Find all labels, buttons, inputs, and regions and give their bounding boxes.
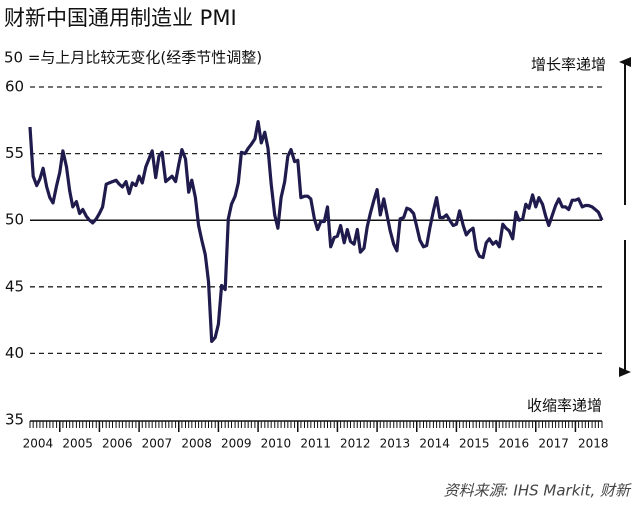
x-tick-label: 2013	[380, 437, 411, 451]
y-tick-label: 40	[5, 344, 24, 362]
chart-subtitle: 50 =与上月比较无变化(经季节性调整)	[4, 49, 262, 67]
x-tick-label: 2004	[23, 437, 54, 451]
x-tick-label: 2016	[499, 437, 530, 451]
x-tick-label: 2008	[181, 437, 212, 451]
y-tick-label: 35	[5, 411, 24, 429]
x-tick-label: 2014	[419, 437, 450, 451]
x-tick-label: 2009	[221, 437, 252, 451]
y-tick-label: 45	[5, 277, 24, 295]
x-tick-label: 2006	[102, 437, 133, 451]
x-tick-label: 2010	[261, 437, 292, 451]
data-line	[28, 120, 604, 343]
x-tick-label: 2012	[340, 437, 371, 451]
x-tick-label: 2018	[578, 437, 609, 451]
source: 资料来源: IHS Markit, 财新	[444, 482, 632, 500]
annotation: 增长率递增	[531, 56, 606, 74]
x-tick-label: 2005	[62, 437, 93, 451]
y-tick-label: 60	[5, 78, 24, 96]
x-tick-label: 2015	[459, 437, 490, 451]
y-tick-label: 55	[5, 144, 24, 162]
x-tick-label: 2007	[142, 437, 173, 451]
x-tick-label: 2017	[538, 437, 569, 451]
x-tick-label: 2011	[300, 437, 331, 451]
chart-title: 财新中国通用制造业 PMI	[4, 6, 237, 30]
annotation: 收缩率递增	[527, 397, 602, 415]
y-tick-label: 50	[5, 211, 24, 229]
